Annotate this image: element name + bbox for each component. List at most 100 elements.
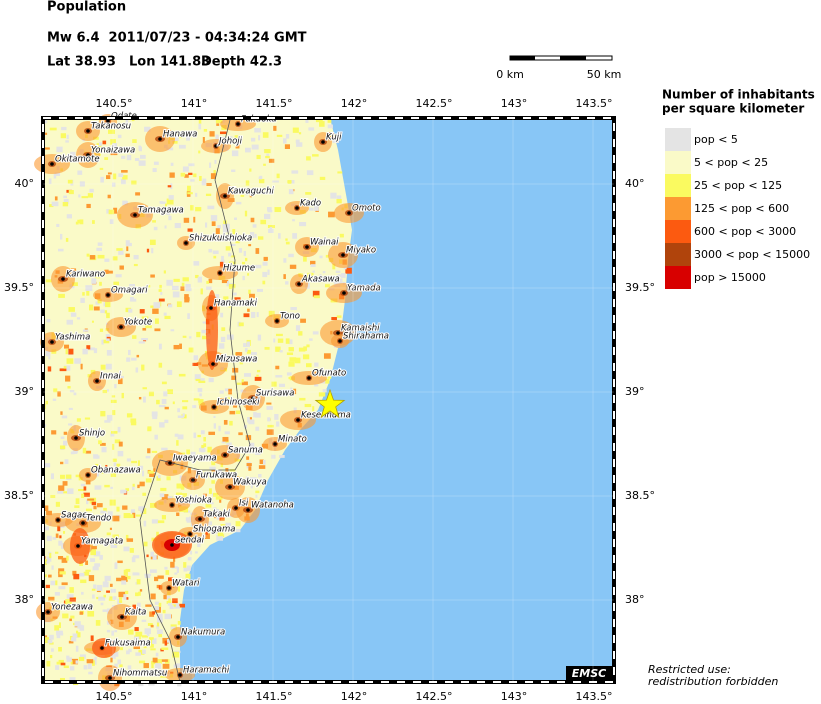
lon-label: 140.5°	[96, 690, 133, 703]
population-cell	[294, 357, 301, 364]
population-cell	[216, 235, 223, 239]
population-cell	[212, 492, 219, 497]
city-marker	[168, 461, 172, 465]
population-cell	[169, 172, 175, 178]
population-cell	[207, 205, 215, 210]
population-cell	[138, 341, 145, 344]
city-label: Yonezawa	[51, 603, 93, 613]
population-cell	[114, 630, 118, 633]
population-cell	[257, 334, 262, 341]
lon-label: 141°	[181, 97, 208, 110]
legend-swatch	[665, 128, 691, 151]
city-label: Tono	[280, 312, 300, 322]
population-cell	[248, 419, 255, 425]
population-cell	[262, 271, 268, 278]
title: Population	[47, 0, 126, 15]
population-cell	[74, 604, 80, 609]
population-cell	[167, 185, 172, 188]
population-cell	[64, 344, 70, 349]
population-cell	[219, 343, 225, 349]
population-cell	[136, 602, 141, 609]
population-cell	[176, 566, 179, 573]
population-cell	[100, 602, 104, 606]
population-cell	[336, 315, 342, 318]
population-cell	[250, 485, 253, 489]
population-cell	[230, 255, 236, 258]
lon-label: 143°	[501, 690, 528, 703]
population-cell	[262, 132, 269, 138]
population-cell	[283, 274, 286, 280]
population-cell	[299, 221, 307, 227]
population-cell	[60, 411, 63, 415]
population-cell	[68, 640, 74, 644]
population-cell	[132, 335, 137, 339]
population-cell	[46, 319, 51, 323]
population-cell	[170, 162, 174, 166]
population-cell	[174, 433, 179, 437]
population-cell	[134, 627, 139, 632]
population-cell	[274, 414, 279, 420]
population-cell	[235, 352, 243, 358]
population-cell	[63, 365, 71, 371]
scale-end: 50 km	[587, 68, 622, 81]
population-cell	[219, 131, 227, 135]
population-cell	[274, 207, 282, 213]
population-cell	[182, 166, 189, 172]
population-cell	[213, 507, 217, 512]
population-cell	[249, 293, 255, 298]
population-cell	[318, 243, 321, 247]
population-cell	[207, 446, 212, 453]
population-cell	[142, 492, 147, 496]
population-cell	[130, 298, 137, 302]
population-cell	[254, 450, 261, 455]
population-cell	[187, 228, 193, 232]
population-cell	[132, 512, 136, 518]
population-cell	[142, 470, 145, 477]
population-cell	[146, 632, 150, 637]
population-cell	[75, 660, 78, 664]
city-label: Sanuma	[228, 446, 263, 456]
population-cell	[90, 635, 94, 642]
city-marker	[234, 506, 238, 510]
population-cell	[327, 118, 332, 123]
population-cell	[201, 445, 205, 450]
city-marker	[119, 325, 123, 329]
population-cell	[229, 469, 236, 474]
population-cell	[68, 423, 73, 426]
population-cell	[214, 529, 219, 534]
lat-label: 39°	[15, 385, 35, 398]
population-cell	[67, 488, 74, 494]
population-cell	[108, 209, 115, 215]
population-cell	[103, 469, 107, 474]
population-cell	[94, 656, 97, 660]
population-cell	[188, 347, 194, 353]
population-cell	[69, 677, 76, 682]
population-cell	[268, 310, 275, 317]
population-cell	[258, 176, 262, 180]
population-cell	[150, 593, 156, 600]
population-cell	[286, 372, 292, 376]
population-cell	[121, 580, 127, 585]
population-cell	[135, 367, 139, 373]
city-label: Hizume	[223, 264, 255, 274]
population-cell	[248, 442, 255, 448]
population-cell	[195, 378, 201, 382]
lon-label: 141.5°	[256, 690, 293, 703]
population-cell	[123, 513, 131, 519]
population-cell	[243, 300, 250, 304]
population-cell	[82, 348, 88, 355]
population-cell	[108, 540, 114, 545]
population-cell	[275, 375, 283, 378]
population-cell	[79, 654, 86, 659]
population-cell	[85, 569, 91, 572]
population-cell	[138, 146, 142, 152]
population-cell	[147, 448, 151, 454]
population-cell	[244, 210, 248, 217]
population-cell	[178, 144, 186, 149]
population-cell	[154, 576, 159, 582]
population-cell	[83, 665, 88, 670]
population-cell	[266, 406, 274, 410]
population-cell	[110, 152, 118, 156]
population-cell	[164, 406, 169, 410]
lon-label: 143°	[501, 97, 528, 110]
